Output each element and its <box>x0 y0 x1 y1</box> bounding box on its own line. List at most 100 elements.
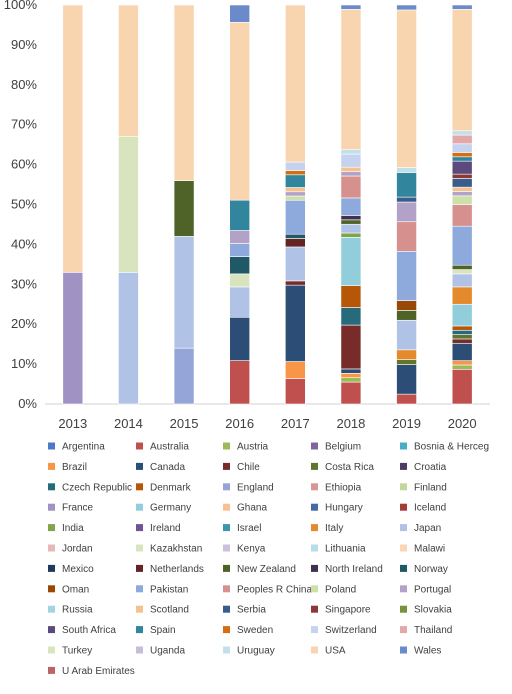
legend-swatch <box>311 544 318 552</box>
bar-segment-2020-new-zealand <box>451 264 473 270</box>
bar-segment-2017-japan <box>285 246 306 282</box>
y-tick-label: 70% <box>11 117 37 132</box>
legend-item-pakistan: Pakistan <box>136 584 188 595</box>
legend-item-australia: Australia <box>136 442 189 453</box>
bar-segment-2017-portugal <box>285 191 306 197</box>
legend-item-serbia: Serbia <box>223 605 266 616</box>
bar-segment-2020-uruguay <box>451 130 473 136</box>
legend-swatch <box>400 462 407 470</box>
legend-item-france: France <box>48 503 94 514</box>
legend-item-ireland: Ireland <box>136 523 181 534</box>
bar-segment-2018-denmark <box>340 285 362 308</box>
legend-swatch <box>311 564 318 572</box>
legend-item-uganda: Uganda <box>136 646 185 657</box>
legend-item-spain: Spain <box>136 625 176 636</box>
legend-swatch <box>48 605 55 613</box>
legend-swatch <box>136 442 143 450</box>
bar-segment-2020-austria <box>451 364 473 370</box>
legend-item-u-arab-emirates: U Arab Emirates <box>48 666 135 677</box>
bar-segment-2017-norway <box>285 233 306 239</box>
legend-swatch <box>311 524 318 532</box>
legend-swatch <box>48 646 55 654</box>
legend-label: Argentina <box>62 442 105 453</box>
bar-segment-2020-japan <box>451 273 473 288</box>
bar-segment-2020-singapore <box>451 173 473 179</box>
legend: Argentina Australia Austria Belgium Bosnia &… <box>48 442 489 677</box>
legend-swatch <box>400 585 407 593</box>
legend-swatch <box>400 544 407 552</box>
legend-swatch <box>223 544 230 552</box>
x-tick-label: 2018 <box>336 416 365 431</box>
legend-item-finland: Finland <box>400 482 447 493</box>
legend-swatch <box>400 503 407 511</box>
bar-segment-2016-pakistan <box>229 243 250 257</box>
legend-swatch <box>136 585 143 593</box>
bar-segment-2014-kazakhstan <box>118 136 139 273</box>
x-tick-label: 2019 <box>392 416 421 431</box>
legend-label: Singapore <box>325 605 371 616</box>
legend-label: Lithuania <box>325 544 366 555</box>
y-tick-label: 100% <box>4 0 38 12</box>
bar-segment-2019-peoples-r-china <box>396 221 417 252</box>
bar-segment-2019-pakistan <box>396 250 417 301</box>
legend-item-iceland: Iceland <box>400 503 446 514</box>
bar-segment-2016-wales <box>229 4 250 23</box>
bar-segment-2018-usa <box>340 9 362 150</box>
bar-segment-2017-sweden <box>285 170 306 176</box>
legend-item-kazakhstan: Kazakhstan <box>136 544 202 555</box>
bar-segment-2020-denmark <box>451 325 473 331</box>
bar-segment-2020-australia <box>451 369 473 405</box>
legend-swatch <box>48 544 55 552</box>
legend-swatch <box>400 483 407 491</box>
legend-swatch <box>48 564 55 572</box>
legend-item-poland: Poland <box>311 584 356 595</box>
legend-label: Bosnia & Herceg <box>414 442 489 453</box>
legend-item-turkey: Turkey <box>48 646 92 657</box>
bar-segment-2017-chile <box>285 280 306 286</box>
legend-item-england: England <box>223 482 274 493</box>
bar-segment-2018-japan <box>340 223 362 234</box>
bar-segment-2020-pakistan <box>451 225 473 266</box>
bar-segment-2020-switzerland <box>451 143 473 153</box>
bar-segment-2020-serbia <box>451 178 473 188</box>
bar-segment-2017-usa <box>285 4 306 163</box>
bar-segment-2019-australia <box>396 393 417 405</box>
legend-label: Peoples R China <box>237 584 312 595</box>
legend-label: Uganda <box>150 646 185 657</box>
legend-label: Scotland <box>150 605 189 616</box>
bar-segment-2020-peoples-r-china <box>451 204 473 227</box>
bar-segment-2017-poland <box>285 195 306 201</box>
legend-label: Turkey <box>62 646 92 657</box>
y-tick-label: 0% <box>18 396 37 411</box>
bar-segment-2018-uruguay <box>340 149 362 155</box>
legend-label: USA <box>325 646 346 657</box>
legend-label: Mexico <box>62 564 94 575</box>
legend-label: Finland <box>414 482 447 493</box>
x-axis: 2013 2014 2015 2016 2017 2018 2019 2020 <box>58 416 476 431</box>
bar-segment-2017-switzerland <box>285 161 306 171</box>
bar-segment-2019-japan <box>396 319 417 351</box>
legend-swatch <box>311 442 318 450</box>
legend-label: Switzerland <box>325 625 377 636</box>
bar-segment-2013-usa <box>62 4 84 273</box>
legend-label: Wales <box>414 646 441 657</box>
legend-swatch <box>223 442 230 450</box>
legend-swatch <box>223 646 230 654</box>
legend-swatch <box>311 626 318 634</box>
legend-item-jordan: Jordan <box>48 544 93 555</box>
bar-segment-2020-poland <box>451 195 473 205</box>
legend-swatch <box>136 462 143 470</box>
bar-segment-2018-portugal <box>340 171 362 177</box>
x-tick-label: 2016 <box>225 416 254 431</box>
legend-swatch <box>223 524 230 532</box>
legend-item-switzerland: Switzerland <box>311 625 377 636</box>
legend-label: England <box>237 482 274 493</box>
legend-item-scotland: Scotland <box>136 605 189 616</box>
y-tick-label: 40% <box>11 236 37 251</box>
legend-swatch <box>223 462 230 470</box>
legend-item-thailand: Thailand <box>400 625 452 636</box>
legend-swatch <box>48 524 55 532</box>
legend-swatch <box>48 585 55 593</box>
bar-segment-2014-usa <box>118 4 139 137</box>
legend-label: New Zealand <box>237 564 296 575</box>
